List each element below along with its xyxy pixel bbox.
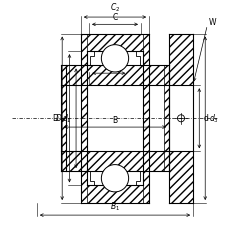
Polygon shape <box>163 65 168 171</box>
Polygon shape <box>61 151 168 171</box>
Text: D: D <box>52 114 58 123</box>
Polygon shape <box>61 65 168 85</box>
Text: d: d <box>202 114 207 123</box>
Polygon shape <box>136 171 142 185</box>
Polygon shape <box>87 51 93 65</box>
Text: $d_3$: $d_3$ <box>208 112 218 125</box>
Polygon shape <box>136 51 142 65</box>
Text: C: C <box>112 13 117 22</box>
Text: $B_1$: $B_1$ <box>109 200 120 213</box>
Polygon shape <box>81 185 148 203</box>
Text: $D_1$: $D_1$ <box>55 112 65 125</box>
Text: B: B <box>112 116 117 125</box>
Text: W: W <box>208 18 215 27</box>
Text: $C_2$: $C_2$ <box>109 2 120 14</box>
Polygon shape <box>168 151 192 203</box>
Text: S: S <box>106 62 111 71</box>
Polygon shape <box>81 34 87 203</box>
Text: $d_1$: $d_1$ <box>62 112 72 125</box>
Polygon shape <box>168 34 192 85</box>
Circle shape <box>101 165 128 192</box>
Polygon shape <box>61 65 66 171</box>
Polygon shape <box>142 34 148 203</box>
Circle shape <box>101 45 128 72</box>
Polygon shape <box>81 34 148 51</box>
Polygon shape <box>87 171 93 185</box>
